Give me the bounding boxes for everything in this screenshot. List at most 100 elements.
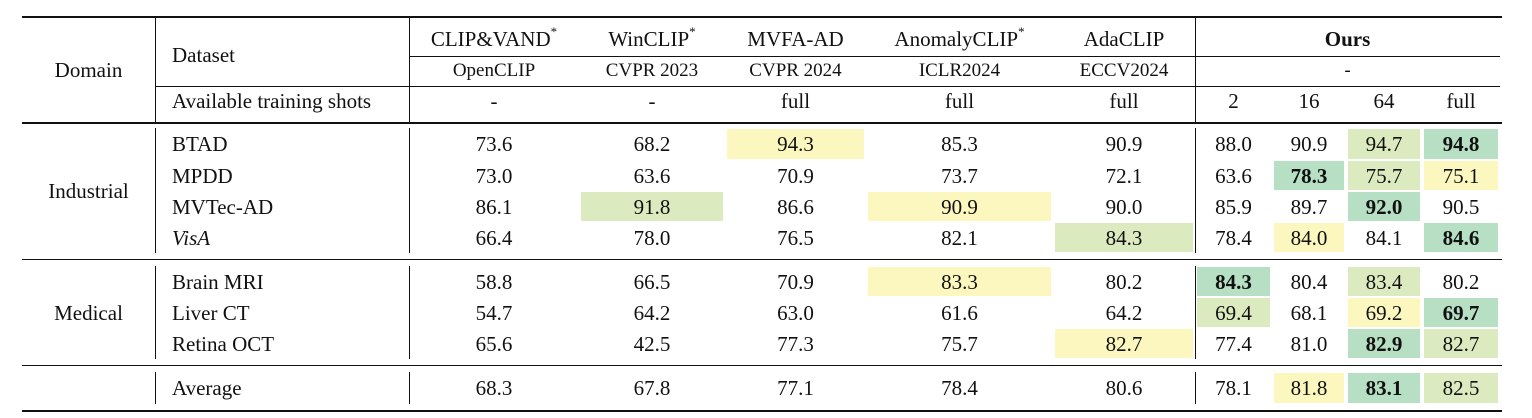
method-shots: full [1109, 89, 1139, 113]
value-cell: 94.7 [1365, 132, 1403, 156]
value-cell: 94.8 [1442, 132, 1480, 156]
dataset-name: Average [172, 376, 242, 400]
value-cell: 80.6 [1105, 376, 1143, 400]
method-shots: full [780, 89, 811, 113]
results-table: Domain Dataset Available training shots CLI… [22, 14, 1502, 412]
header-subrule [409, 56, 1500, 57]
dataset-name: BTAD [172, 132, 228, 156]
value-cell: 90.9 [941, 195, 978, 219]
value-cell: 70.9 [777, 270, 814, 294]
value-cell: 85.3 [941, 132, 978, 156]
highlight-cell [581, 192, 723, 221]
method-name: AdaCLIP [1083, 27, 1165, 51]
dataset-name: MPDD [172, 164, 233, 188]
column-divider [1195, 17, 1196, 122]
value-cell: 77.3 [777, 332, 814, 356]
value-cell: 42.5 [633, 332, 671, 356]
dataset-name: Retina OCT [172, 332, 275, 356]
ours-venue: - [1344, 60, 1351, 81]
highlight-cell [727, 129, 864, 159]
highlight-cell [1348, 329, 1420, 358]
method-venue: CVPR 2023 [605, 60, 699, 81]
value-cell: 82.7 [1105, 332, 1143, 356]
column-divider [409, 128, 410, 253]
value-cell: 65.6 [475, 332, 513, 356]
highlight-cell [1424, 223, 1498, 252]
value-cell: 81.8 [1290, 376, 1328, 400]
dataset-name: Brain MRI [172, 270, 264, 294]
section-rule [22, 259, 1502, 260]
highlight-cell [1197, 267, 1270, 296]
value-cell: 66.5 [633, 270, 671, 294]
method-name: CLIP&VAND* [430, 24, 558, 51]
value-cell: 70.9 [777, 164, 814, 188]
highlight-cell [1274, 373, 1344, 403]
method-venue: CVPR 2024 [749, 60, 842, 81]
value-cell: 58.8 [475, 270, 513, 294]
value-cell: 83.1 [1365, 376, 1403, 400]
value-cell: 54.7 [475, 301, 513, 325]
value-cell: 86.1 [475, 195, 513, 219]
value-cell: 78.1 [1215, 376, 1252, 400]
value-cell: 82.1 [941, 226, 978, 250]
value-cell: 78.0 [633, 226, 671, 250]
ours-shots: full [1446, 89, 1476, 113]
domain-label: Industrial [48, 179, 129, 203]
highlight-cell [1424, 161, 1498, 190]
value-cell: 90.0 [1105, 195, 1143, 219]
value-cell: 64.2 [633, 301, 671, 325]
value-cell: 69.4 [1215, 301, 1252, 325]
method-name: MVFA-AD [747, 27, 844, 51]
column-divider [1195, 128, 1196, 253]
section-rule [22, 365, 1502, 366]
top-rule [22, 16, 1502, 18]
value-cell: 73.7 [941, 164, 978, 188]
highlight-cell [1348, 298, 1420, 327]
value-cell: 68.3 [475, 376, 513, 400]
value-cell: 92.0 [1365, 195, 1403, 219]
highlight-cell [1424, 373, 1498, 403]
dataset-name: MVTec-AD [172, 195, 274, 219]
value-cell: 75.7 [941, 332, 978, 356]
highlight-cell [1348, 373, 1420, 403]
highlight-cell [1274, 161, 1344, 190]
domain-label: Medical [54, 301, 123, 325]
ours-shots: 16 [1298, 89, 1320, 113]
column-divider [155, 372, 156, 404]
value-cell: 80.4 [1290, 270, 1328, 294]
value-cell: 86.6 [777, 195, 814, 219]
value-cell: 80.2 [1442, 270, 1480, 294]
value-cell: 81.0 [1290, 332, 1328, 356]
dataset-name: VisA [172, 226, 211, 250]
dataset-name: Liver CT [172, 301, 250, 325]
highlight-cell [1055, 329, 1193, 358]
highlight-cell [1348, 161, 1420, 190]
highlight-cell [1424, 329, 1498, 358]
highlight-cell [1348, 267, 1420, 296]
column-divider [155, 17, 156, 122]
column-divider [155, 266, 156, 359]
highlight-cell [868, 192, 1051, 221]
value-cell: 78.4 [1215, 226, 1252, 250]
highlight-cell [868, 267, 1051, 296]
method-star: * [550, 24, 558, 39]
value-cell: 73.0 [475, 164, 513, 188]
header-subrule [155, 86, 1500, 87]
method-venue: ICLR2024 [918, 60, 1001, 81]
method-name: AnomalyCLIP* [894, 24, 1025, 51]
column-divider [1195, 372, 1196, 404]
shots-label: Available training shots [172, 89, 372, 113]
value-cell: 90.9 [1105, 132, 1143, 156]
highlight-cell [1348, 192, 1420, 221]
highlight-cell [1274, 223, 1344, 252]
header-rule [22, 122, 1502, 124]
value-cell: 73.6 [475, 132, 513, 156]
value-cell: 68.2 [633, 132, 671, 156]
value-cell: 63.6 [1215, 164, 1252, 188]
method-venue: ECCV2024 [1079, 60, 1169, 81]
value-cell: 91.8 [633, 195, 671, 219]
value-cell: 68.1 [1290, 301, 1328, 325]
highlight-cell [1348, 129, 1420, 159]
value-cell: 69.7 [1442, 301, 1480, 325]
value-cell: 82.7 [1442, 332, 1480, 356]
